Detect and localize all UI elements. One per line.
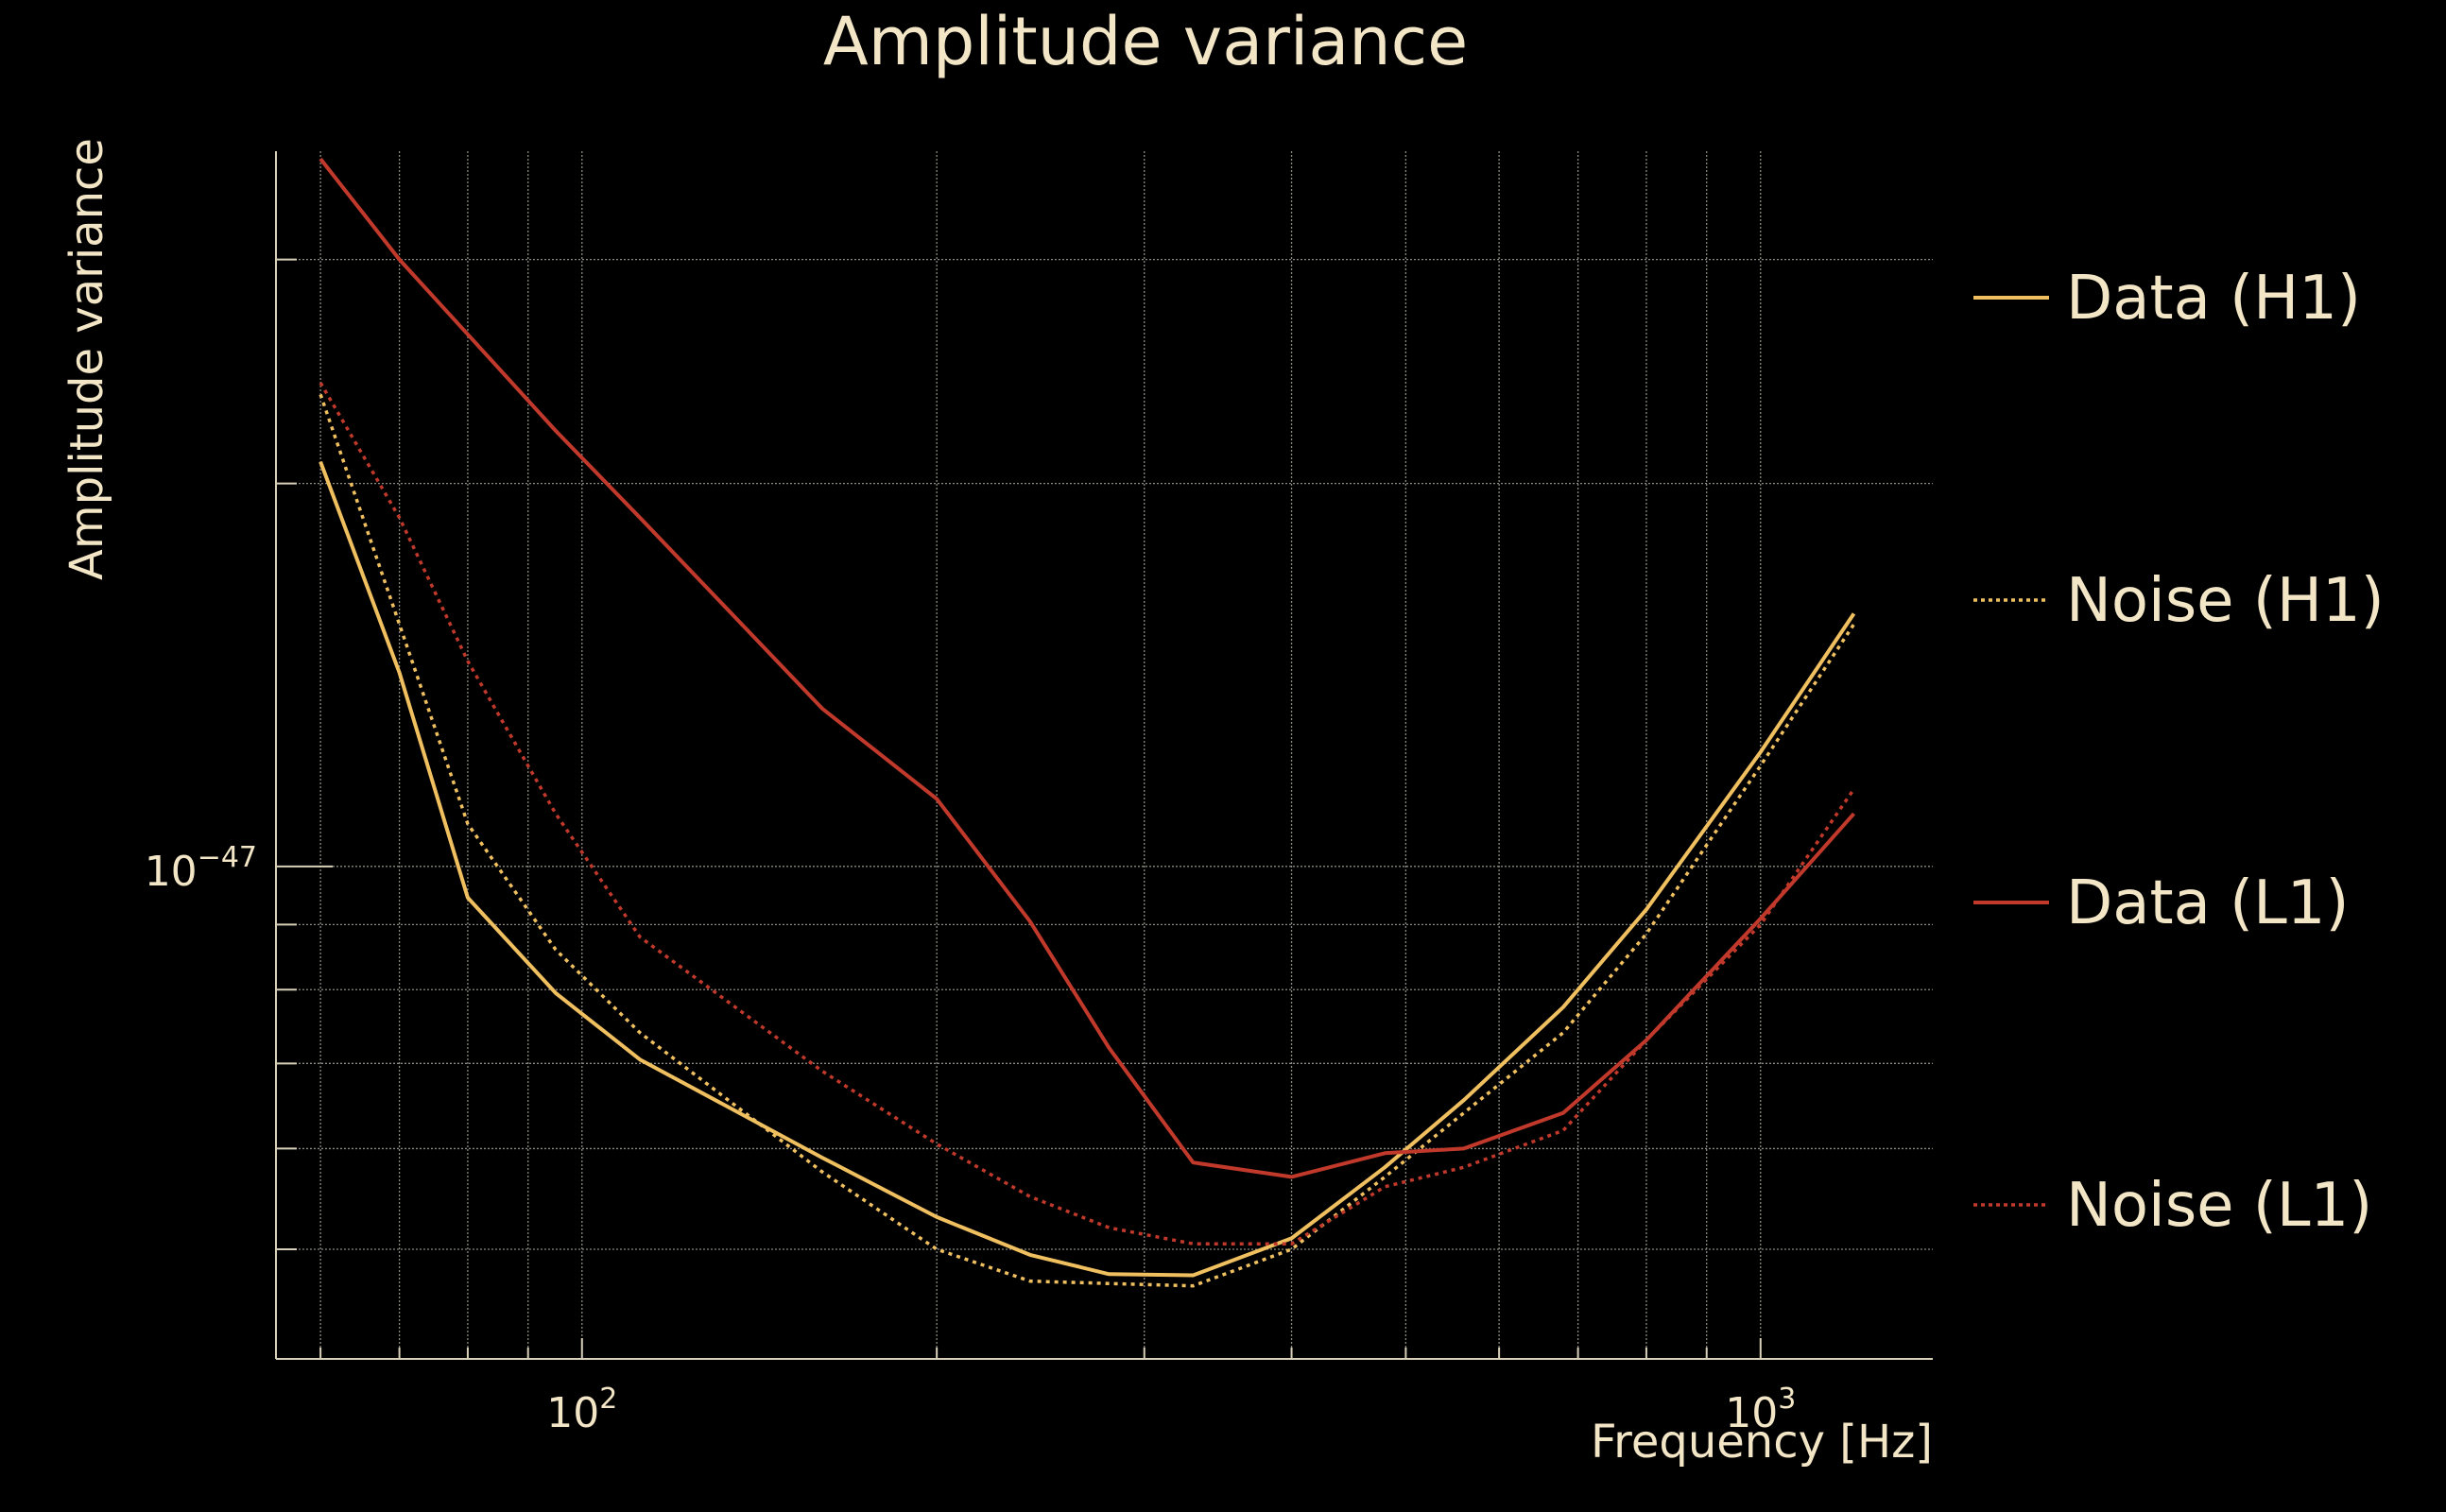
series-line-data-l1 [319, 157, 1855, 1179]
axes [275, 151, 1933, 1360]
chart-title: Amplitude variance [823, 3, 1468, 80]
legend-label-data-h1: Data (H1) [2066, 264, 2361, 334]
y-tick-label-base: 10 [145, 848, 198, 896]
x-axis-label: Frequency [Hz] [1591, 1416, 1933, 1469]
x-tick-label: 102 [546, 1383, 617, 1437]
x-tick-label-exponent: 2 [599, 1383, 617, 1416]
y-axis-label: Amplitude variance [60, 138, 113, 580]
legend-label-noise-l1: Noise (L1) [2066, 1171, 2372, 1241]
y-tick-label-exponent: −47 [198, 841, 257, 874]
x-tick-label-base: 10 [1725, 1389, 1778, 1437]
legend-label-data-l1: Data (L1) [2066, 868, 2349, 938]
y-tick-label: 10−47 [145, 841, 257, 896]
legend-label-noise-h1: Noise (H1) [2066, 566, 2385, 636]
series-line-noise-h1 [319, 393, 1855, 1288]
x-tick-label-exponent: 3 [1778, 1383, 1796, 1416]
x-tick-label: 103 [1725, 1383, 1796, 1437]
series-line-data-h1 [319, 460, 1856, 1278]
series-lines [319, 157, 1856, 1288]
x-tick-label-base: 10 [546, 1389, 599, 1437]
legend: Data (H1) Noise (H1) Data (L1) Noise (L1) [1973, 264, 2385, 1241]
